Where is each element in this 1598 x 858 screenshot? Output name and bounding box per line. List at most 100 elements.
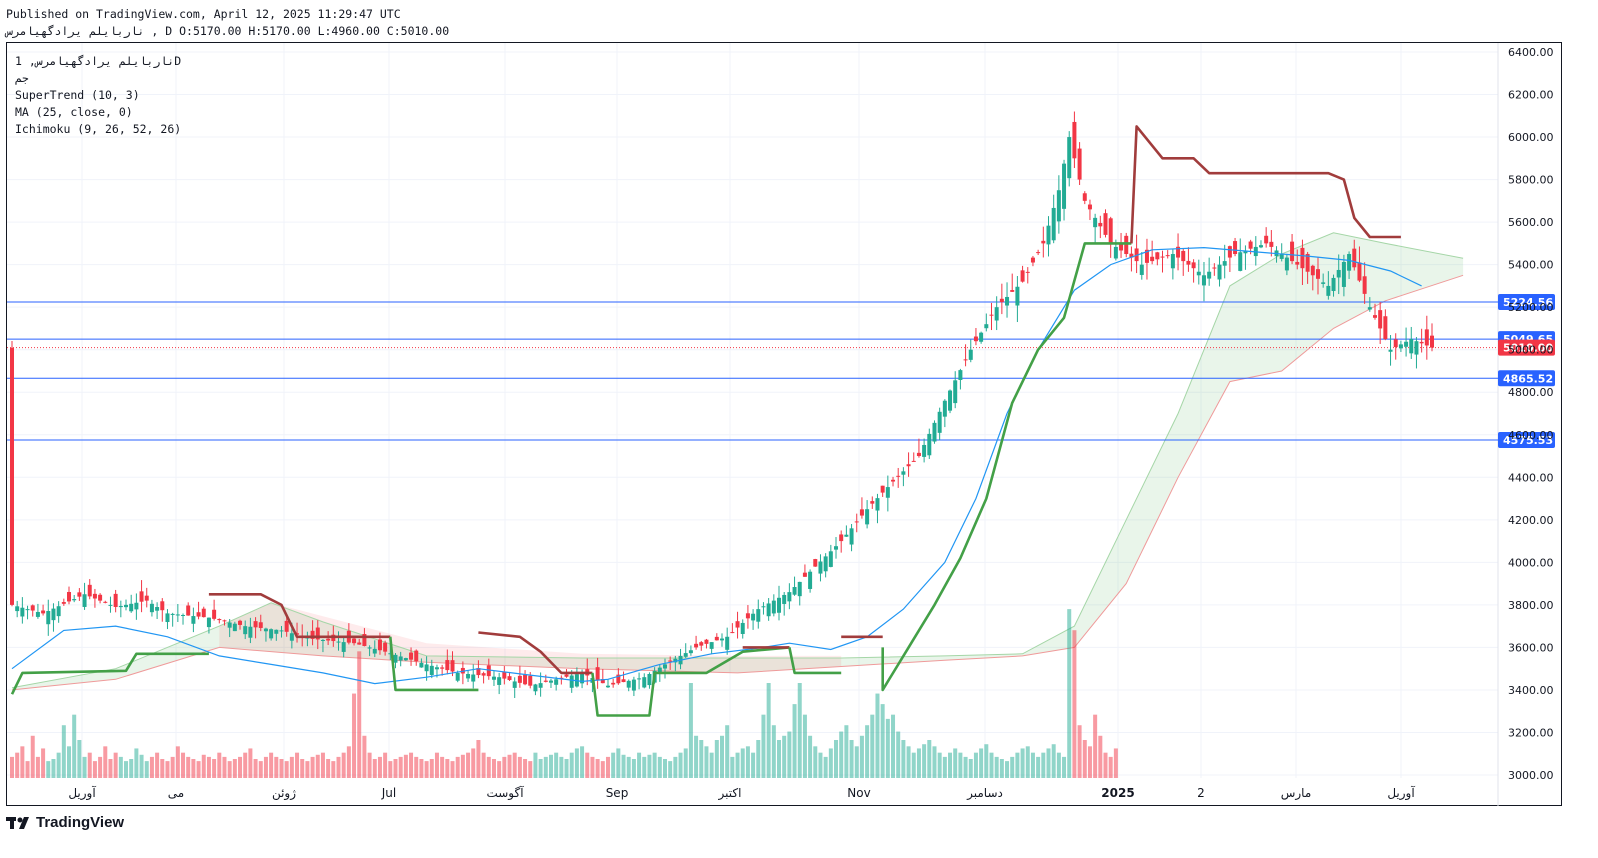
legend-ma[interactable]: MA (25, close, 0) <box>15 105 133 119</box>
volume-bar <box>393 759 398 778</box>
candle-body <box>595 667 600 681</box>
volume-bar <box>600 761 605 778</box>
supertrend-down-line <box>478 631 593 675</box>
volume-bar <box>730 756 735 778</box>
volume-bar <box>1113 748 1118 778</box>
candle-body <box>1072 121 1077 159</box>
candle-body <box>1362 276 1367 294</box>
x-tick-label: دسامبر <box>966 786 1003 801</box>
candle-body <box>994 307 999 321</box>
volume-bar <box>937 752 942 778</box>
volume-bar <box>320 752 325 778</box>
volume-bar <box>310 756 315 778</box>
candle-body <box>196 612 201 617</box>
candle-body <box>92 593 97 599</box>
candle-body <box>517 675 522 683</box>
legend-supertrend[interactable]: SuperTrend (10, 3) <box>15 88 140 102</box>
x-tick-label: آوریل <box>68 785 96 801</box>
candle-body <box>284 620 289 632</box>
published-line: Published on TradingView.com, April 12, … <box>6 7 401 21</box>
candle-body <box>424 664 429 672</box>
candle-body <box>217 618 222 621</box>
candle-body <box>891 479 896 482</box>
candle-body <box>1212 267 1217 269</box>
candle-body <box>243 626 248 635</box>
volume-bar <box>253 759 258 778</box>
candle-body <box>901 471 906 475</box>
candle-body <box>958 370 963 381</box>
candle-body <box>844 534 849 537</box>
candle-body <box>1404 341 1409 347</box>
volume-bar <box>263 756 268 778</box>
volume-bar <box>569 752 574 778</box>
volume-bar <box>777 740 782 778</box>
candle-body <box>409 652 414 660</box>
volume-bar <box>1077 725 1082 778</box>
candle-body <box>865 509 870 525</box>
volume-bar <box>51 759 56 778</box>
volume-bar <box>554 752 559 778</box>
candle-body <box>1150 256 1155 262</box>
candle-body <box>1217 264 1222 280</box>
volume-bar <box>818 752 823 778</box>
volume-bar <box>279 759 284 778</box>
volume-bar <box>372 759 377 778</box>
volume-bar <box>927 740 932 778</box>
tradingview-logo-icon <box>6 816 29 829</box>
candle-body <box>564 674 569 677</box>
supertrend-up-line <box>591 646 790 717</box>
candle-body <box>134 602 139 610</box>
volume-bar <box>922 744 927 778</box>
candle-body <box>1020 270 1025 282</box>
candle-body <box>605 685 610 688</box>
candle-body <box>1305 253 1310 272</box>
volume-bar <box>41 748 46 778</box>
candle-body <box>87 584 92 597</box>
candle-body <box>124 604 129 608</box>
candle-body <box>1398 344 1403 349</box>
volume-bar <box>595 759 600 778</box>
volume-bar <box>559 756 564 778</box>
volume-bar <box>419 759 424 778</box>
x-tick-label: 2025 <box>1101 786 1134 800</box>
volume-bar <box>1020 748 1025 778</box>
candle-body <box>854 521 859 523</box>
candle-body <box>720 638 724 641</box>
candle-body <box>471 674 476 682</box>
volume-bar <box>533 752 538 778</box>
x-tick-label: Nov <box>847 786 870 800</box>
volume-bar <box>870 714 875 778</box>
last-price-label: 5010.00 <box>1503 342 1553 355</box>
candle-body <box>1243 250 1248 254</box>
candle-body <box>880 485 885 493</box>
legend-ichimoku[interactable]: Ichimoku (9, 26, 52, 26) <box>15 122 182 136</box>
volume-bar <box>647 754 652 778</box>
candle-body <box>1341 261 1346 287</box>
x-tick-label: می <box>168 786 184 800</box>
volume-bar <box>916 748 921 778</box>
volume-bar <box>388 761 393 778</box>
candle-body <box>149 603 154 613</box>
volume-bar <box>968 759 973 778</box>
candle-body <box>274 629 279 634</box>
y-tick-label: 5200.00 <box>1508 301 1554 314</box>
candle-body <box>486 665 491 677</box>
ichimoku-span-b <box>11 274 1464 691</box>
candle-body <box>1290 241 1295 262</box>
candle-body <box>1258 245 1263 248</box>
volume-bar <box>688 683 693 778</box>
candle-body <box>414 650 419 662</box>
level-price-label: 5224.56 <box>1503 296 1553 309</box>
candle-body <box>704 639 709 644</box>
candle-body <box>367 647 372 649</box>
volume-bar <box>460 754 465 778</box>
chart-frame[interactable] <box>6 42 1562 806</box>
candle-body <box>72 599 77 601</box>
candle-body <box>25 609 30 611</box>
volume-bar <box>854 746 859 778</box>
candle-body <box>1056 190 1061 222</box>
candle-body <box>310 630 315 639</box>
candle-body <box>637 678 642 680</box>
candle-body <box>859 509 864 516</box>
